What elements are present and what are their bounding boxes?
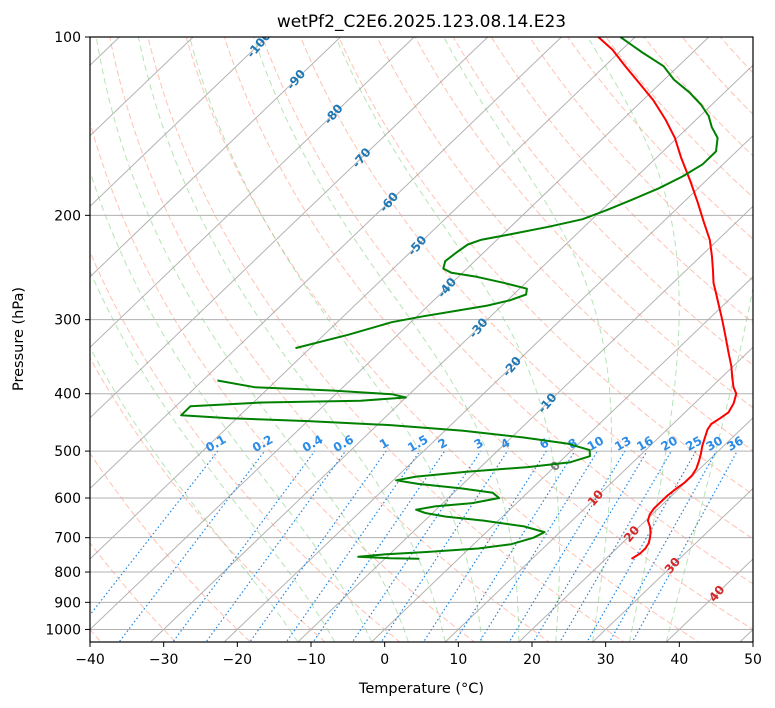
chart-title: wetPf2_C2E6.2025.123.08.14.E23	[277, 12, 566, 32]
isotherm-line	[223, 135, 753, 642]
mixing-ratio-line	[380, 450, 508, 642]
dry-adiabat-line	[300, 37, 753, 540]
x-tick-label: 10	[449, 652, 467, 668]
x-tick-label: 0	[380, 652, 389, 668]
mixing-ratio-line	[608, 450, 717, 642]
dry-adiabat-line	[185, 37, 700, 642]
y-tick-label: 900	[54, 595, 81, 611]
isotherm-line	[90, 37, 489, 419]
x-tick-label: 20	[523, 652, 541, 668]
mixing-ratio-line	[205, 450, 346, 642]
isotherm-line	[90, 37, 415, 349]
moist-adiabat-line	[95, 37, 409, 642]
mixing-ratio-line	[249, 450, 387, 642]
y-tick-label: 300	[54, 313, 81, 329]
isotherm-line	[90, 37, 636, 560]
dry-adiabat-line	[90, 542, 177, 642]
dry-adiabat-line	[90, 250, 401, 642]
isotherm-line	[90, 37, 563, 490]
y-axis-title: Pressure (hPa)	[11, 287, 27, 391]
isotherm-line	[297, 205, 753, 642]
moist-adiabat-line	[137, 37, 446, 642]
x-axis-title: Temperature (°C)	[358, 681, 484, 697]
x-axis: −40 −30 −20 −10 0 10 20 30 40 50	[75, 642, 762, 668]
x-tick-label: −40	[75, 652, 105, 668]
moist-adiabat-line	[90, 269, 336, 642]
dry-adiabat-line	[90, 452, 252, 642]
dry-adiabat-line	[261, 37, 753, 585]
isotherm-line	[518, 417, 753, 642]
x-tick-label: −30	[149, 652, 179, 668]
moist-adiabat-line	[443, 37, 613, 642]
mixing-ratio-line	[422, 450, 547, 642]
x-tick-label: −10	[296, 652, 326, 668]
moist-adiabat-line	[665, 284, 753, 642]
isotherm-line	[90, 37, 710, 631]
mixing-ratio-line	[631, 450, 738, 642]
y-tick-label: 600	[54, 491, 81, 507]
isotherm-line	[90, 37, 194, 137]
mixing-ratio-line	[118, 450, 266, 642]
background-lines	[90, 37, 753, 642]
mixing-ratio-line	[532, 450, 648, 642]
moist-adiabat-line	[335, 37, 560, 642]
dry-adiabat-line	[147, 37, 625, 642]
y-tick-label: 400	[54, 387, 81, 403]
temperature-line	[597, 37, 738, 560]
x-tick-label: 40	[670, 652, 688, 668]
x-tick-label: 30	[597, 652, 615, 668]
dry-adiabat-line	[452, 37, 753, 366]
moist-adiabat-line	[90, 169, 373, 642]
mixing-ratio-line	[90, 450, 219, 616]
dewpoint-line	[180, 379, 591, 560]
mixing-ratio-line	[559, 450, 672, 642]
isotherm-line	[90, 37, 342, 278]
y-tick-label: 200	[54, 208, 81, 224]
x-tick-label: −20	[223, 652, 253, 668]
y-tick-label: 1000	[45, 622, 81, 638]
moist-adiabat-line	[253, 37, 520, 642]
dry-adiabat-line	[90, 120, 476, 642]
y-tick-label: 800	[54, 565, 81, 581]
plot-frame	[89, 36, 754, 643]
sounding-profiles	[180, 37, 738, 560]
dry-adiabat-line	[109, 37, 551, 642]
dry-adiabat-line	[338, 37, 753, 496]
y-axis: 100 200 300 400 500 600 700 800 900 1000	[45, 30, 90, 638]
isotherm-line	[591, 487, 753, 642]
dry-adiabat-line	[90, 356, 326, 642]
y-tick-label: 100	[54, 30, 81, 46]
mixing-ratio-line	[285, 450, 421, 642]
x-tick-label: 50	[744, 652, 762, 668]
mixing-ratio-line	[586, 450, 697, 642]
mixing-ratio-line	[351, 450, 482, 642]
y-tick-label: 700	[54, 531, 81, 547]
isotherm-line	[149, 64, 753, 642]
dry-adiabat-line	[414, 37, 753, 409]
dewpoint-line-upper	[295, 37, 719, 350]
isotherm-line	[90, 37, 268, 207]
isotherm-line	[444, 346, 753, 642]
y-tick-label: 500	[54, 444, 81, 460]
moist-adiabat-line	[587, 37, 680, 642]
